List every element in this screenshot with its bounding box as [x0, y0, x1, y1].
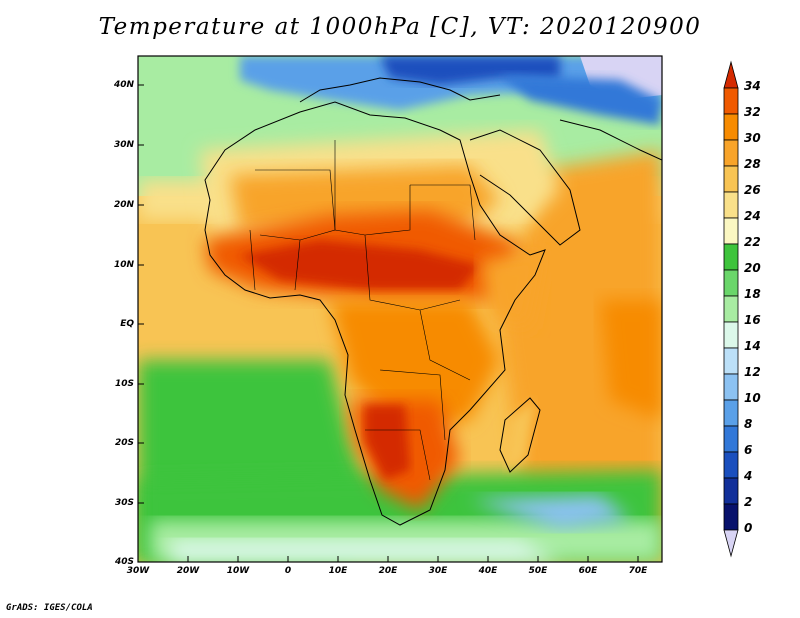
colorbar-segment [723, 295, 739, 323]
colorbar-segment [723, 243, 739, 271]
colorbar-segment [723, 165, 739, 193]
lon-label: 30E [428, 566, 448, 576]
lat-label: 30N [113, 140, 134, 150]
colorbar-label: 20 [744, 261, 761, 275]
lon-label: 60E [578, 566, 598, 576]
colorbar-label: 14 [744, 339, 761, 353]
colorbar-label: 26 [744, 183, 761, 197]
colorbar-label: 18 [744, 287, 761, 301]
lon-label: 20W [176, 566, 200, 576]
colorbar-label: 8 [744, 417, 753, 431]
colorbar-arrow-bottom [723, 529, 739, 558]
colorbar-segment [723, 269, 739, 297]
colorbar-label: 10 [744, 391, 761, 405]
colorbar-label: 4 [744, 469, 753, 483]
colorbar-segment [723, 217, 739, 245]
colorbar-segment [723, 477, 739, 505]
lon-label: 30W [126, 566, 150, 576]
lat-label: 20S [114, 438, 134, 448]
map-frame [137, 55, 663, 563]
colorbar-segment [723, 139, 739, 167]
lat-label: 30S [114, 498, 134, 508]
colorbar-label: 28 [744, 157, 761, 171]
colorbar-label: 12 [744, 365, 761, 379]
lat-label: 20N [113, 200, 134, 210]
lon-label: 70E [628, 566, 648, 576]
colorbar-label: 24 [744, 209, 761, 223]
colorbar-label: 22 [744, 235, 761, 249]
map-title: Temperature at 1000hPa [C], VT: 20201209… [98, 14, 702, 40]
colorbar-label: 34 [744, 79, 761, 93]
colorbar-segment [723, 87, 739, 115]
lon-label: 10E [328, 566, 348, 576]
colorbar-segment [723, 347, 739, 375]
colorbar-segment [723, 191, 739, 219]
colorbar-label: 30 [744, 131, 761, 145]
colorbar-segment [723, 503, 739, 531]
colorbar-segment [723, 399, 739, 427]
colorbar-segment [723, 451, 739, 479]
lon-label: 40E [478, 566, 498, 576]
lon-label: 10W [226, 566, 250, 576]
colorbar-segment [723, 425, 739, 453]
credit-text: GrADS: IGES/COLA [6, 603, 93, 613]
lon-label: 0 [284, 566, 292, 576]
colorbar-label: 6 [744, 443, 753, 457]
axis-ticks [138, 84, 639, 562]
lat-label: 40N [113, 80, 134, 90]
lon-label: 20E [378, 566, 398, 576]
colorbar-segment [723, 373, 739, 401]
colorbar [723, 60, 739, 558]
colorbar-segment [723, 113, 739, 141]
colorbar-arrow-top [723, 60, 739, 89]
temperature-field [138, 56, 662, 562]
lat-label: 10S [114, 379, 134, 389]
lon-label: 50E [528, 566, 548, 576]
lat-label: 40S [114, 557, 134, 567]
colorbar-segment [723, 321, 739, 349]
lat-label: 10N [113, 260, 134, 270]
lat-label: EQ [120, 319, 134, 329]
coastlines [204, 77, 662, 526]
country-borders [249, 140, 476, 481]
colorbar-label: 0 [744, 521, 753, 535]
colorbar-label: 16 [744, 313, 761, 327]
colorbar-label: 2 [744, 495, 753, 509]
colorbar-label: 32 [744, 105, 761, 119]
